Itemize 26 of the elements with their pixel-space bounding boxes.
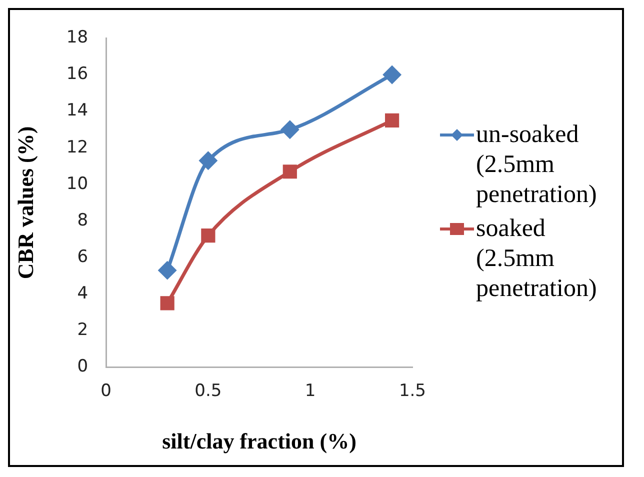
y-tick-label: 4	[77, 284, 88, 304]
point	[201, 228, 216, 243]
x-tick-label: 0	[100, 380, 112, 401]
point	[158, 262, 176, 280]
y-tick-label: 18	[66, 28, 88, 48]
point	[281, 120, 299, 138]
x-axis-title: silt/clay fraction (%)	[162, 428, 356, 454]
y-tick-label: 10	[66, 174, 88, 194]
point	[383, 66, 401, 84]
x-tick-label: 1	[304, 380, 316, 401]
y-tick-label: 16	[66, 64, 88, 84]
y-tick-label: 2	[77, 320, 88, 340]
x-tick-label: 0.5	[194, 380, 222, 401]
point	[385, 113, 400, 128]
x-tick-label: 1.5	[398, 380, 426, 401]
y-tick-label: 12	[66, 137, 88, 158]
y-tick-label: 8	[77, 210, 88, 230]
legend-label: soaked (2.5mm penetration)	[476, 214, 598, 304]
y-tick-label: 0	[77, 356, 88, 377]
point	[282, 164, 297, 179]
point	[160, 296, 174, 310]
point	[199, 152, 217, 170]
legend-label: un-soaked (2.5mm penetration)	[476, 120, 598, 210]
y-tick-label: 6	[77, 246, 88, 267]
y-tick-label: 14	[66, 100, 88, 121]
y-axis-title: CBR values (%)	[12, 126, 38, 280]
